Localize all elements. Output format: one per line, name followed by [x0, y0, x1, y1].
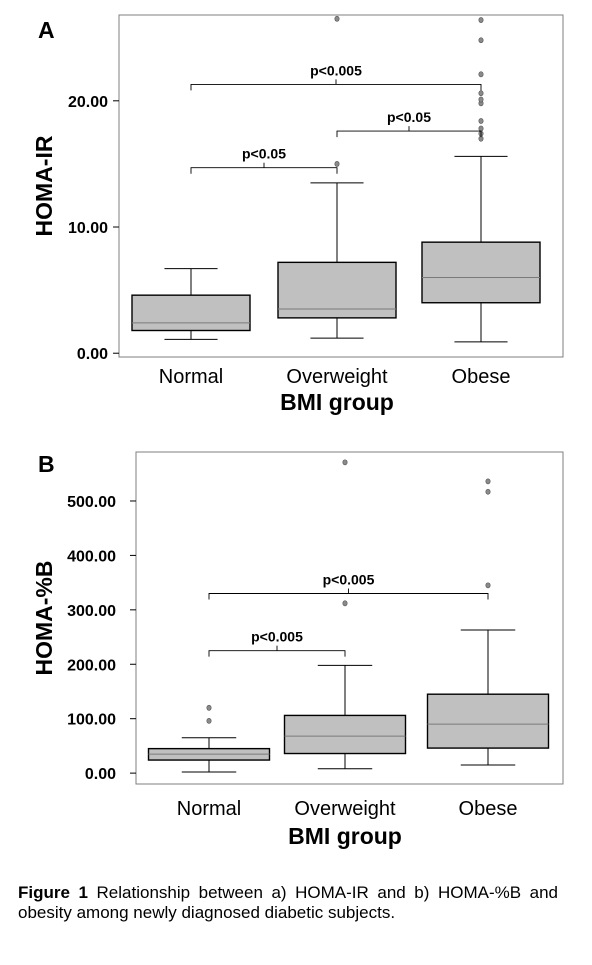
panel-a-obese-outlier-point: [478, 17, 484, 23]
panel-b-sig-normal-overweight-label: p<0.005: [251, 629, 303, 645]
panel-a-y-axis-title: HOMA-IR: [31, 135, 57, 236]
panel-a-sig-overweight-obese-label: p<0.05: [387, 109, 431, 125]
panel-a-obese-outlier-point: [478, 118, 484, 124]
panel-a-ytick-label: 20.00: [68, 94, 108, 111]
panel-b-ytick-label: 0.00: [85, 766, 116, 783]
panel-a-obese-outlier-point: [478, 37, 484, 44]
caption-text: Relationship between a) HOMA-IR and b) H…: [18, 883, 559, 922]
panel-b-overweight-box: [283, 714, 407, 755]
panel-a-normal-box: [131, 294, 251, 332]
panel-a-x-axis-title: BMI group: [280, 389, 394, 415]
panel-a-category-label: Overweight: [286, 366, 388, 388]
panel-b-sig-normal-obese-bracket: [208, 593, 489, 600]
panel-b-ytick-label: 100.00: [67, 712, 116, 729]
panel-b-obese-outlier-point: [485, 582, 491, 589]
panel-b-obese-box: [426, 693, 550, 749]
panel-a-ytick-label: 10.00: [68, 220, 108, 237]
figure-caption: Figure 1 Relationship between a) HOMA-IR…: [18, 883, 558, 923]
panel-a-obese-outlier-point: [478, 71, 484, 78]
panel-b-category-label: Obese: [459, 798, 518, 820]
panel-a-label: A: [38, 17, 55, 43]
panel-a-plot-frame: [118, 14, 564, 358]
panel-b-ytick-label: 500.00: [67, 494, 116, 511]
panel-b-ytick-label: 200.00: [67, 657, 116, 674]
panel-a-obese-outlier-point: [478, 96, 484, 103]
panel-a-overweight-outlier-point: [334, 15, 340, 22]
panel-a-overweight-outlier-point: [334, 161, 340, 167]
panel-b-ytick-label: 300.00: [67, 603, 116, 620]
panel-b-obese-outlier-point: [485, 488, 491, 495]
panel-a-category-label: Normal: [159, 366, 223, 388]
panel-b-category-label: Normal: [177, 798, 241, 820]
panel-b-ytick-label: 400.00: [67, 548, 116, 565]
panel-b-overweight-outlier-point: [342, 459, 348, 466]
panel-b-label: B: [38, 451, 55, 477]
panel-a-obese-outlier-point: [478, 125, 484, 132]
panel-b-sig-normal-overweight-bracket: [208, 650, 346, 657]
panel-a-sig-normal-obese-bracket: [190, 83, 482, 91]
panel-a-sig-normal-obese-label: p<0.005: [310, 62, 362, 78]
panel-b-overweight-outlier-point: [342, 600, 348, 607]
panel-a-obese-box: [421, 241, 541, 304]
panel-a-ytick-label: 0.00: [77, 346, 108, 363]
caption-label: Figure 1: [18, 883, 88, 902]
panel-b-sig-normal-obese-label: p<0.005: [323, 572, 375, 588]
panel-a-category-label: Obese: [452, 366, 511, 388]
panel-b-obese-outlier-point: [485, 478, 491, 485]
panel-a-overweight-box: [277, 261, 397, 319]
panel-b-plot-frame: [135, 451, 564, 785]
panel-b-x-axis-title: BMI group: [288, 823, 402, 849]
panel-a-sig-normal-overweight-bracket: [190, 167, 338, 174]
panel-b-normal-outlier-point: [206, 717, 212, 724]
panel-b-y-axis-title: HOMA-%B: [31, 561, 57, 676]
panel-b-category-label: Overweight: [294, 798, 396, 820]
panel-a-obese-outlier-point: [478, 90, 484, 97]
panel-b-normal-outlier-point: [206, 704, 212, 711]
panel-a-sig-normal-overweight-label: p<0.05: [242, 146, 286, 162]
figure: A 0.00 10.00 20.00 HOMA-IR p<0.05 p<0.05 p<0.00…: [31, 14, 564, 849]
panel-a-sig-overweight-obese-bracket: [336, 130, 482, 138]
